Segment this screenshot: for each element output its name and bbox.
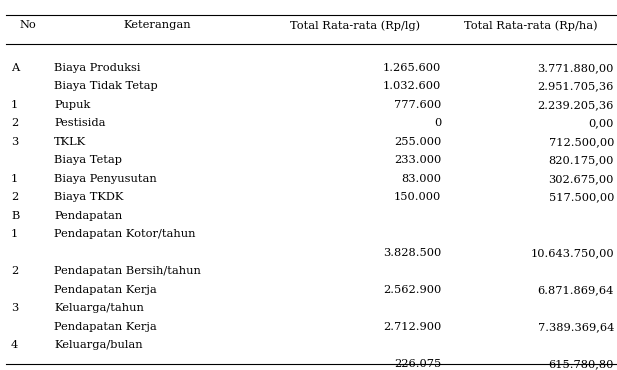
Text: Keterangan: Keterangan	[123, 20, 191, 30]
Text: Keluarga/tahun: Keluarga/tahun	[54, 303, 144, 313]
Text: 1: 1	[11, 100, 19, 110]
Text: 10.643.750,00: 10.643.750,00	[530, 248, 614, 258]
Text: 3.771.880,00: 3.771.880,00	[537, 63, 614, 73]
Text: B: B	[11, 211, 20, 221]
Text: Total Rata-rata (Rp/ha): Total Rata-rata (Rp/ha)	[464, 20, 597, 31]
Text: Pendapatan: Pendapatan	[54, 211, 123, 221]
Text: 2.712.900: 2.712.900	[383, 322, 441, 332]
Text: 3.828.500: 3.828.500	[383, 248, 441, 258]
Text: 6.871.869,64: 6.871.869,64	[537, 285, 614, 295]
Text: 2.239.205,36: 2.239.205,36	[537, 100, 614, 110]
Text: 2: 2	[11, 118, 19, 128]
Text: Biaya TKDK: Biaya TKDK	[54, 192, 123, 202]
Text: 2.562.900: 2.562.900	[383, 285, 441, 295]
Text: 820.175,00: 820.175,00	[549, 155, 614, 165]
Text: 777.600: 777.600	[394, 100, 441, 110]
Text: Pupuk: Pupuk	[54, 100, 91, 110]
Text: Biaya Produksi: Biaya Produksi	[54, 63, 141, 73]
Text: 302.675,00: 302.675,00	[549, 174, 614, 184]
Text: Biaya Tetap: Biaya Tetap	[54, 155, 122, 165]
Text: A: A	[11, 63, 19, 73]
Text: No: No	[19, 20, 36, 30]
Text: 226.075: 226.075	[394, 359, 441, 369]
Text: Pestisida: Pestisida	[54, 118, 106, 128]
Text: TKLK: TKLK	[54, 137, 86, 147]
Text: 1: 1	[11, 174, 19, 184]
Text: 7.389.369,64: 7.389.369,64	[537, 322, 614, 332]
Text: 2.951.705,36: 2.951.705,36	[537, 81, 614, 91]
Text: 615.780,80: 615.780,80	[549, 359, 614, 369]
Text: 83.000: 83.000	[401, 174, 441, 184]
Text: Biaya Tidak Tetap: Biaya Tidak Tetap	[54, 81, 158, 91]
Text: 1.032.600: 1.032.600	[383, 81, 441, 91]
Text: Biaya Penyusutan: Biaya Penyusutan	[54, 174, 157, 184]
Text: Pendapatan Kotor/tahun: Pendapatan Kotor/tahun	[54, 229, 196, 239]
Text: 0: 0	[434, 118, 441, 128]
Text: 4: 4	[11, 340, 19, 350]
Text: Keluarga/bulan: Keluarga/bulan	[54, 340, 143, 350]
Text: 1.265.600: 1.265.600	[383, 63, 441, 73]
Text: 3: 3	[11, 137, 19, 147]
Text: 2: 2	[11, 192, 19, 202]
Text: Total Rata-rata (Rp/lg): Total Rata-rata (Rp/lg)	[290, 20, 420, 31]
Text: 255.000: 255.000	[394, 137, 441, 147]
Text: Pendapatan Kerja: Pendapatan Kerja	[54, 285, 157, 295]
Text: 233.000: 233.000	[394, 155, 441, 165]
Text: 2: 2	[11, 266, 19, 276]
Text: 0,00: 0,00	[589, 118, 614, 128]
Text: Pendapatan Bersih/tahun: Pendapatan Bersih/tahun	[54, 266, 201, 276]
Text: 150.000: 150.000	[394, 192, 441, 202]
Text: 1: 1	[11, 229, 19, 239]
Text: 517.500,00: 517.500,00	[549, 192, 614, 202]
Text: 712.500,00: 712.500,00	[549, 137, 614, 147]
Text: 3: 3	[11, 303, 19, 313]
Text: Pendapatan Kerja: Pendapatan Kerja	[54, 322, 157, 332]
